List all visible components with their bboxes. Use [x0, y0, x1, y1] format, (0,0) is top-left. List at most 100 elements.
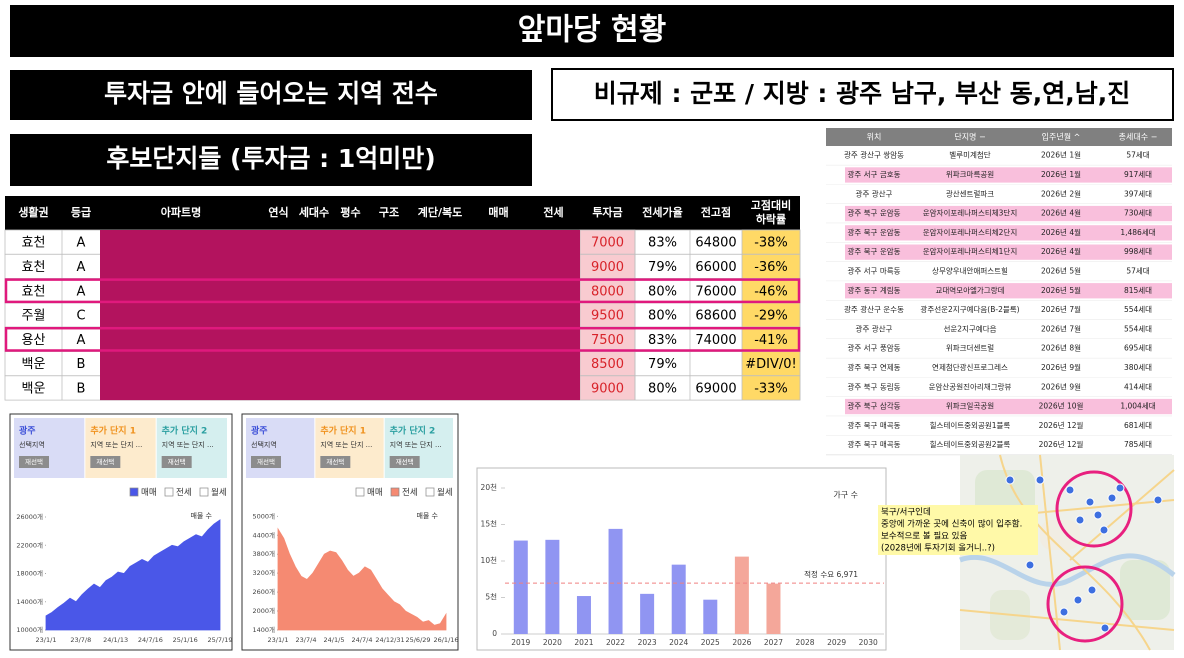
- supply-cell: 2026년 9월: [1041, 381, 1081, 391]
- x-tick-label: 23/1/1: [268, 636, 289, 644]
- x-tick-label: 24/1/13: [103, 636, 128, 644]
- table-cell: 79%: [648, 357, 677, 372]
- supply-cell: 광주 북구 매곡동: [847, 439, 900, 449]
- legend-checkbox: [129, 487, 139, 497]
- supply-cell: 57세대: [1126, 151, 1149, 160]
- x-tick-label: 26/1/16: [433, 636, 458, 644]
- filter-button-label: 재선택: [96, 457, 114, 466]
- map-river: [959, 553, 1176, 587]
- chart-annotation: 매물 수: [416, 512, 438, 520]
- table-cell: 80%: [648, 381, 677, 396]
- table-cell: 74000: [695, 333, 736, 348]
- supply-row: [826, 377, 1172, 397]
- y-tick-label: 10천: [481, 555, 498, 565]
- map-note: 북구/서구인데: [881, 507, 931, 518]
- x-tick-label: 25/1/16: [173, 636, 198, 644]
- x-tick-label: 23/7/8: [70, 636, 91, 644]
- legend-label: 매매: [141, 488, 157, 498]
- banner-box: [551, 68, 1174, 121]
- supply-cell: 397세대: [1124, 189, 1152, 198]
- supply-cell: 광주 북구 운암동: [847, 208, 900, 218]
- column-header: 하락률: [756, 212, 786, 226]
- x-tick-label: 2026: [732, 638, 751, 647]
- y-tick-label: 3200개: [252, 568, 275, 577]
- filter-button: [320, 456, 351, 468]
- supply-row-highlight: [845, 398, 1172, 415]
- column-header: 등급: [71, 206, 91, 219]
- banner-text: 투자금 안에 들어오는 지역 전수: [104, 79, 438, 108]
- table-cell: 효천: [22, 284, 46, 299]
- x-tick-label: 25/7/19: [207, 636, 232, 644]
- supply-column-header: 총세대수 −: [1119, 133, 1158, 142]
- filter-button-label: 재선택: [257, 457, 275, 466]
- supply-cell: 2026년 10월: [1039, 401, 1084, 411]
- supply-cell: 연제첨단광신프로그레스: [932, 362, 1008, 372]
- x-tick-label: 2021: [574, 638, 593, 647]
- x-tick-label: 2028: [795, 638, 814, 647]
- y-tick-label: 18000개: [16, 569, 43, 578]
- y-tick-label: 0: [492, 629, 497, 638]
- filter-subtitle: 선택지역: [19, 440, 45, 449]
- supply-cell: 운암자이포레나퍼스티체1단지: [923, 246, 1017, 256]
- column-header: 전고점: [701, 205, 731, 219]
- column-header: 전세가율: [642, 205, 682, 219]
- x-tick-label: 2025: [701, 638, 720, 647]
- filter-button-label: 재선택: [25, 457, 43, 466]
- supply-cell: 힐스테이트중외공원2블록: [930, 439, 1011, 449]
- filter-subtitle: 지역 또는 단지 ...: [90, 440, 142, 449]
- supply-cell: 2026년 4월: [1041, 246, 1081, 256]
- supply-cell: 917세대: [1124, 170, 1152, 179]
- table-cell: -38%: [754, 236, 788, 251]
- supply-cell: 위파크일곡공원: [946, 402, 994, 411]
- table-cell: B: [77, 357, 86, 372]
- supply-cell: 운암자이포레나퍼스티체2단지: [923, 227, 1017, 237]
- map-note: 중앙에 가까운 곳에 신축이 많이 입주함.: [881, 519, 1022, 530]
- table-cell: 66000: [695, 260, 736, 275]
- supply-cell: 운암자이포레나퍼스티체3단지: [923, 208, 1017, 218]
- map-pin: [1073, 595, 1083, 605]
- table-cell: C: [76, 309, 85, 324]
- supply-cell: 998세대: [1124, 247, 1152, 256]
- redacted-block: [100, 230, 580, 401]
- supply-cell: 광주 북구 연제동: [847, 362, 900, 372]
- row-outline: [4, 326, 801, 352]
- y-tick-label: 4400개: [252, 530, 275, 539]
- x-tick-label: 23/1/1: [36, 636, 57, 644]
- column-header: 연식: [268, 205, 288, 219]
- bar: [576, 596, 591, 634]
- supply-row-highlight: [845, 225, 1172, 241]
- table-cell: 7000: [591, 236, 624, 251]
- supply-cell: 광주 북구 운암동: [847, 227, 900, 237]
- supply-cell: 730세대: [1124, 209, 1152, 218]
- x-tick-label: 2030: [859, 638, 878, 647]
- y-tick-label: 5000개: [252, 511, 275, 520]
- y-tick-label: 14000개: [16, 597, 43, 606]
- table-cell: -36%: [754, 260, 788, 275]
- legend-checkbox: [164, 487, 174, 497]
- map-road: [959, 609, 1175, 631]
- supply-cell: 광주 서구 마륵동: [847, 265, 900, 275]
- supply-cell: 힐스테이트중외공원1블록: [930, 420, 1011, 430]
- table-cell: 8000: [591, 284, 624, 299]
- column-header: 계단/복도: [418, 205, 463, 219]
- column-header: 아파트명: [161, 205, 201, 219]
- table-cell: 효천: [22, 260, 46, 275]
- legend-label: 월세: [211, 487, 227, 498]
- supply-row-highlight: [845, 167, 1172, 183]
- column-header: 투자금: [592, 205, 622, 219]
- map-pin: [1085, 497, 1095, 507]
- supply-cell: 554세대: [1124, 324, 1152, 333]
- x-tick-label: 24/7/4: [352, 636, 373, 644]
- supply-row: [826, 146, 1172, 166]
- map-road: [999, 454, 1151, 651]
- supply-cell: 2026년 2월: [1041, 188, 1081, 198]
- banner-text: 비규제 : 군포 / 지방 : 광주 남구, 부산 동,연,남,진: [594, 79, 1130, 108]
- supply-cell: 815세대: [1124, 286, 1152, 295]
- supply-cell: 2026년 1월: [1041, 169, 1081, 179]
- cell-drop: [741, 229, 801, 255]
- filter-title: 추가 단지 2: [390, 425, 436, 437]
- table-cell: 9000: [591, 381, 624, 396]
- table-cell: 9000: [591, 260, 624, 275]
